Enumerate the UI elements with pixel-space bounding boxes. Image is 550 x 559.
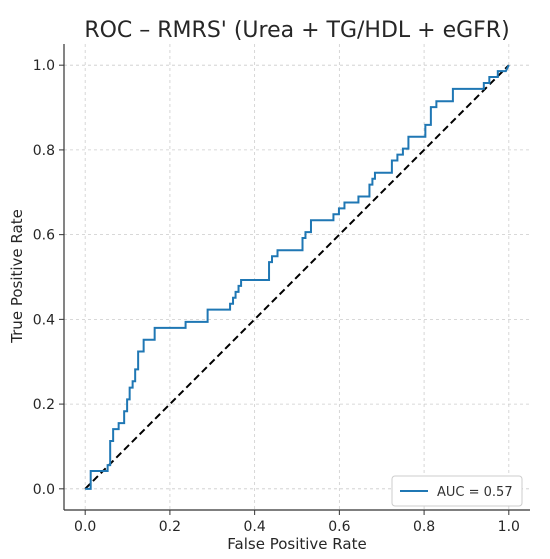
y-tick-label: 0.6 xyxy=(33,228,55,244)
x-axis-label: False Positive Rate xyxy=(227,535,366,553)
x-tick-label: 0.4 xyxy=(244,519,266,535)
y-tick-label: 1.0 xyxy=(33,58,55,74)
legend-box xyxy=(391,475,523,507)
axes xyxy=(63,44,530,511)
legend-label: AUC = 0.57 xyxy=(437,485,513,500)
y-axis-label: True Positive Rate xyxy=(8,209,26,344)
x-tick-label: 0.2 xyxy=(159,519,181,535)
legend: AUC = 0.57 xyxy=(391,475,523,507)
y-tick-label: 0.4 xyxy=(33,312,55,328)
ticks: 0.0 0.2 0.4 0.6 0.8 1.0 0.0 0.2 0.4 0.6 0.8 1.0 xyxy=(33,58,520,535)
diagonal-reference-line xyxy=(84,64,510,490)
plot-area xyxy=(84,64,510,490)
y-tick-label: 0.0 xyxy=(33,482,55,498)
y-tick-label: 0.8 xyxy=(33,143,55,159)
x-tick-label: 0.6 xyxy=(328,519,350,535)
chart-title: ROC – RMRS' (Urea + TG/HDL + eGFR) xyxy=(84,18,509,43)
x-tick-label: 0.0 xyxy=(74,519,96,535)
x-tick-label: 1.0 xyxy=(498,519,520,535)
roc-curve-line xyxy=(85,64,510,490)
x-tick-label: 0.8 xyxy=(413,519,435,535)
y-tick-label: 0.2 xyxy=(33,397,55,413)
